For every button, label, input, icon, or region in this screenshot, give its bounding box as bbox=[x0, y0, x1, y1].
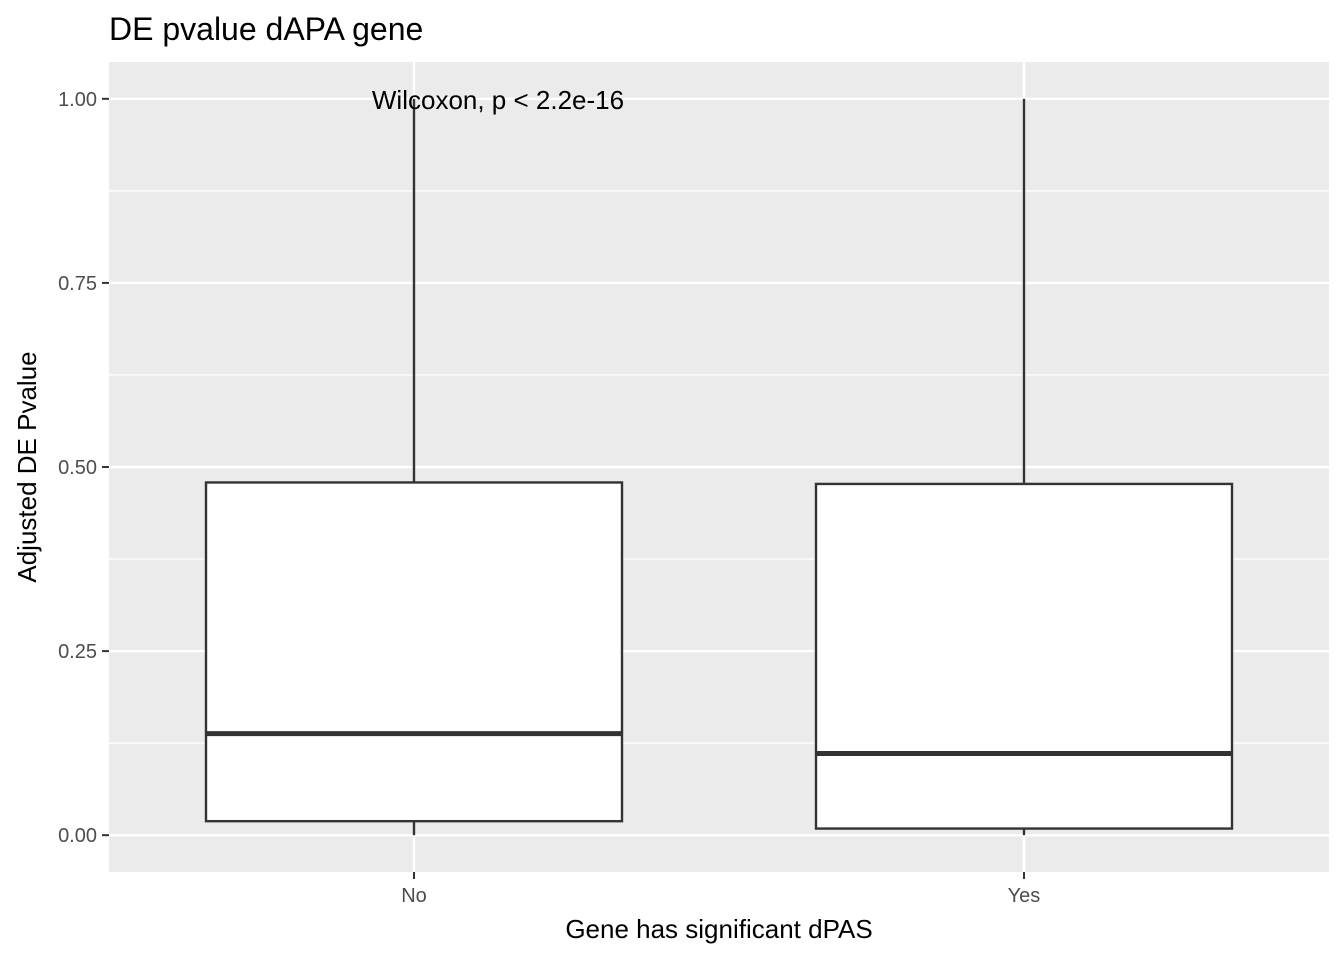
box-yes bbox=[814, 98, 1234, 836]
y-axis: 0.00 0.25 0.50 0.75 1.00 bbox=[58, 89, 109, 847]
box-iqr bbox=[204, 481, 624, 823]
x-axis: No Yes bbox=[401, 872, 1040, 907]
x-axis-label: Gene has significant dPAS bbox=[565, 914, 872, 944]
y-axis-label: Adjusted DE Pvalue bbox=[12, 351, 42, 582]
y-tick-label: 0.00 bbox=[58, 825, 97, 847]
wilcoxon-annotation: Wilcoxon, p < 2.2e-16 bbox=[372, 85, 624, 115]
box-no bbox=[204, 98, 624, 836]
x-tick-label: Yes bbox=[1008, 885, 1041, 907]
chart-title: DE pvalue dAPA gene bbox=[109, 11, 423, 47]
y-tick-label: 0.75 bbox=[58, 273, 97, 295]
x-tick-label: No bbox=[401, 885, 427, 907]
boxes bbox=[204, 98, 1234, 836]
y-tick-label: 0.50 bbox=[58, 457, 97, 479]
box-iqr bbox=[814, 482, 1234, 830]
y-tick-label: 0.25 bbox=[58, 641, 97, 663]
y-tick-label: 1.00 bbox=[58, 89, 97, 111]
